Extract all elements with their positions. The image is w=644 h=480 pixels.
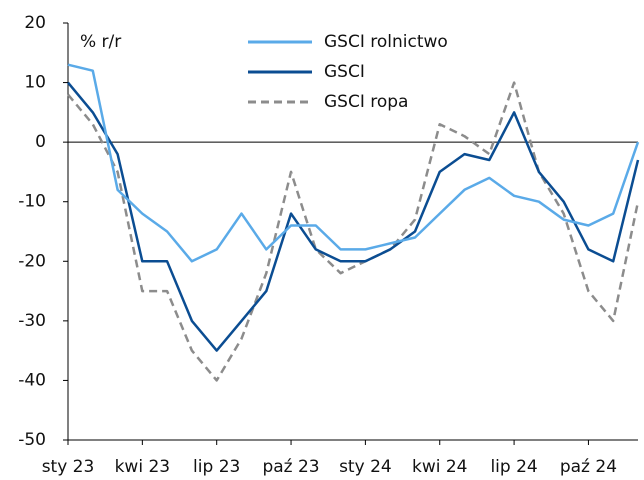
y-tick-label: -20 — [18, 251, 46, 271]
x-tick-label: sty 24 — [339, 457, 392, 477]
x-tick-label: sty 23 — [42, 457, 95, 477]
x-tick-label: kwi 23 — [115, 457, 171, 477]
y-tick-label: -40 — [18, 370, 46, 390]
x-tick-label: lip 24 — [490, 457, 537, 477]
x-tick-label: kwi 24 — [412, 457, 468, 477]
x-tick-label: paź 24 — [560, 457, 617, 477]
y-tick-label: -50 — [18, 430, 46, 450]
series-line — [67, 81, 640, 352]
series-line — [67, 63, 640, 263]
x-tick-label: lip 23 — [193, 457, 240, 477]
x-tick-label: paź 23 — [262, 457, 319, 477]
legend-label: GSCI rolnictwo — [324, 32, 448, 52]
y-tick-label: 10 — [24, 73, 46, 93]
y-axis-label: % r/r — [80, 32, 121, 52]
y-tick-label: 0 — [35, 132, 46, 152]
y-tick-label: -30 — [18, 311, 46, 331]
y-tick-label: -10 — [18, 192, 46, 212]
legend-label: GSCI ropa — [324, 92, 408, 112]
legend-label: GSCI — [324, 62, 365, 82]
y-tick-label: 20 — [24, 13, 46, 33]
series-line — [67, 81, 640, 382]
